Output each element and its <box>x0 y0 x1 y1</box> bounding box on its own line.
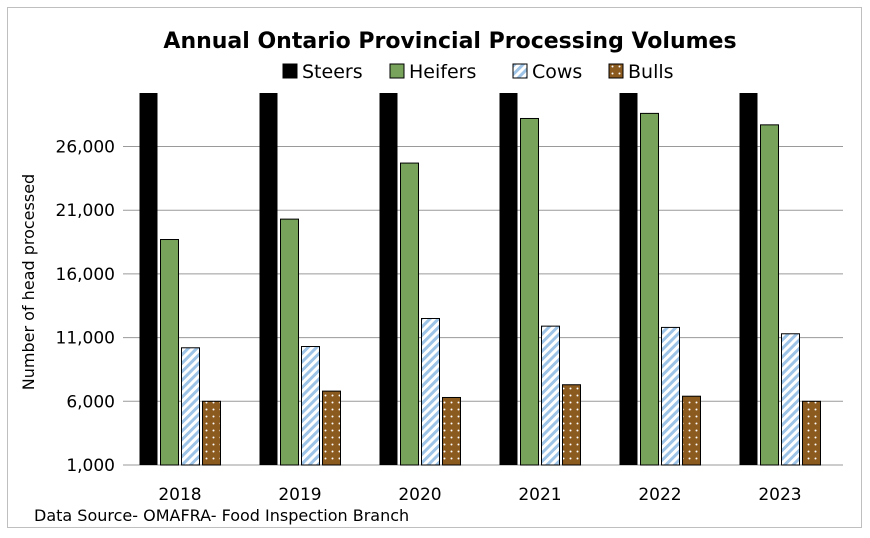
bar-heifers-2018 <box>160 239 179 466</box>
bar-steers-2023 <box>739 93 758 465</box>
x-tick-label: 2023 <box>758 485 801 505</box>
legend-label-steers: Steers <box>302 61 363 83</box>
legend: Steers Heifers Cows Bulls <box>282 61 674 83</box>
x-tick-label: 2020 <box>398 485 441 505</box>
y-tick-label: 1,000 <box>66 456 115 476</box>
bar-steers-2019 <box>259 93 278 465</box>
y-axis-ticks: 1,000 6,000 11,000 16,000 21,000 26,000 <box>56 138 115 476</box>
bar-steers-2021 <box>499 93 518 465</box>
legend-swatch-cows <box>512 63 528 79</box>
x-tick-label: 2018 <box>158 485 201 505</box>
bar-cows-2020 <box>421 317 440 466</box>
chart-title: Annual Ontario Provincial Processing Vol… <box>163 29 736 54</box>
data-source-note: Data Source- OMAFRA- Food Inspection Bra… <box>34 506 409 525</box>
bar-heifers-2020 <box>400 162 419 466</box>
bar-cows-2021 <box>541 325 560 466</box>
y-axis-label: Number of head processed <box>19 174 38 390</box>
bar-cows-2018 <box>181 347 200 466</box>
bar-cows-2022 <box>661 326 680 466</box>
bar-bulls-2021 <box>562 384 581 466</box>
bar-bulls-2020 <box>442 396 461 466</box>
bar-bulls-2019 <box>322 390 341 466</box>
legend-swatch-heifers <box>389 63 405 79</box>
bar-heifers-2019 <box>280 218 299 466</box>
bar-cows-2019 <box>301 346 320 466</box>
bar-heifers-2022 <box>640 112 659 466</box>
y-tick-label: 11,000 <box>56 329 115 349</box>
legend-label-heifers: Heifers <box>409 61 476 83</box>
bar-bulls-2022 <box>682 395 701 466</box>
bar-bulls-2023 <box>802 400 821 466</box>
legend-label-bulls: Bulls <box>628 61 674 83</box>
y-tick-label: 26,000 <box>56 138 115 158</box>
x-tick-label: 2022 <box>638 485 681 505</box>
y-tick-label: 21,000 <box>56 201 115 221</box>
bar-cows-2023 <box>781 333 800 466</box>
x-tick-label: 2019 <box>278 485 321 505</box>
x-axis-ticks: 2018 2019 2020 2021 2022 2023 <box>158 485 801 505</box>
bar-steers-2020 <box>379 93 398 465</box>
gridlines <box>123 146 843 466</box>
legend-label-cows: Cows <box>532 61 582 83</box>
bars <box>139 93 821 466</box>
y-tick-label: 16,000 <box>56 265 115 285</box>
bar-heifers-2023 <box>760 124 779 466</box>
bar-bulls-2018 <box>202 400 221 466</box>
bar-steers-2018 <box>139 93 158 465</box>
bar-heifers-2021 <box>520 117 539 466</box>
legend-swatch-steers <box>282 63 298 79</box>
bar-steers-2022 <box>619 93 638 465</box>
x-tick-label: 2021 <box>518 485 561 505</box>
legend-swatch-bulls <box>608 63 624 79</box>
y-tick-label: 6,000 <box>66 392 115 412</box>
